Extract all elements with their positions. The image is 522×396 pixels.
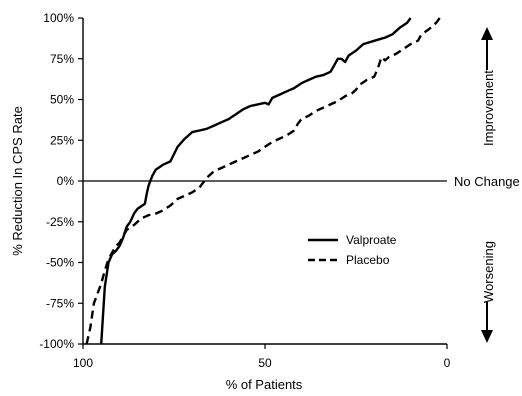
worsening-annotation: Worsening <box>481 241 496 343</box>
y-axis-title: % Reduction In CPS Rate <box>10 106 25 256</box>
legend-item-placebo: Placebo <box>308 253 390 267</box>
y-tick-label: 0% <box>57 174 75 188</box>
worsening-label: Worsening <box>481 241 496 303</box>
x-tick-label: 100 <box>73 356 93 370</box>
y-tick-label: 100% <box>43 11 74 25</box>
legend-label-valproate: Valproate <box>346 233 397 247</box>
y-tick-label: 25% <box>50 133 74 147</box>
no-change-label: No Change <box>454 174 520 189</box>
y-tick-label: -75% <box>46 296 74 310</box>
legend-label-placebo: Placebo <box>346 253 390 267</box>
series-line-placebo <box>85 17 441 345</box>
x-tick-label: 0 <box>444 356 451 370</box>
y-tick-label: 75% <box>50 52 74 66</box>
y-tick-label: -50% <box>46 256 74 270</box>
x-axis-title: % of Patients <box>226 377 303 392</box>
down-arrow-icon <box>481 302 493 343</box>
series-line-valproate <box>100 17 412 345</box>
y-tick-label: -100% <box>39 337 74 351</box>
improvement-annotation: Improvement <box>481 27 496 146</box>
y-tick-label: 50% <box>50 93 74 107</box>
legend-item-valproate: Valproate <box>308 233 397 247</box>
legend: Valproate Placebo <box>308 233 397 267</box>
up-arrow-icon <box>481 27 493 70</box>
x-tick-label: 50 <box>258 356 272 370</box>
y-tick-label: -25% <box>46 215 74 229</box>
plot-area: 100% 75% 50% 25% 0% -25% -50% -75% -100% 100 50 0 <box>39 11 450 370</box>
improvement-label: Improvement <box>481 70 496 146</box>
